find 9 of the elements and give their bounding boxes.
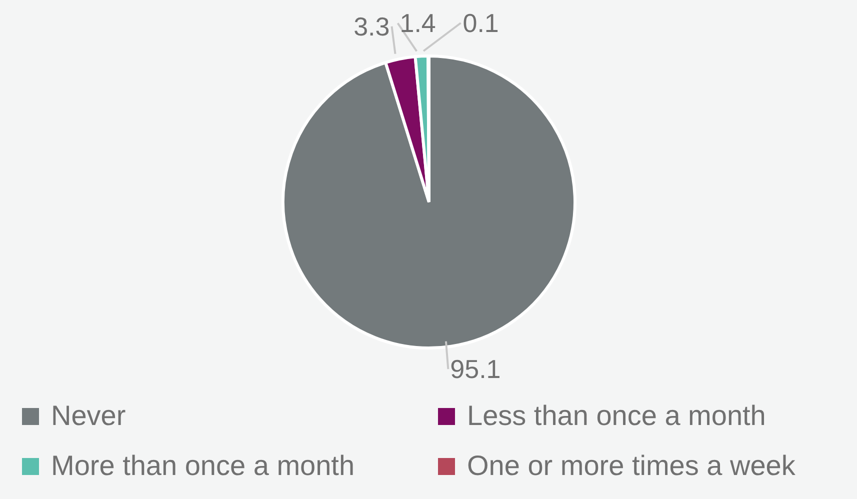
legend-label: Less than once a month [467,400,766,432]
legend-label: More than once a month [51,450,355,482]
data-label: 3.3 [354,11,390,42]
legend-label: Never [51,400,126,432]
data-label: 95.1 [450,354,501,384]
data-label: 1.4 [400,8,436,38]
data-label: 0.1 [462,8,499,38]
pie-slice [282,54,576,350]
legend-label: One or more times a week [467,450,796,482]
